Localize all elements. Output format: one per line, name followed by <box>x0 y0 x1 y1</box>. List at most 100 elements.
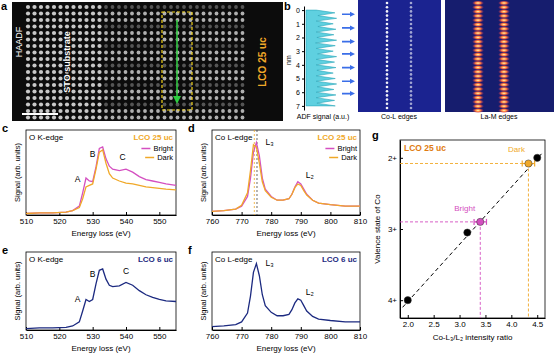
map-dot <box>386 90 389 93</box>
plot-frame <box>26 130 176 215</box>
tick-mark <box>360 212 361 215</box>
atom-column <box>117 5 121 9</box>
atom-column <box>163 90 167 94</box>
atom-column <box>130 77 134 81</box>
atom-column <box>124 64 128 68</box>
atom-column <box>52 24 56 28</box>
panel-label: c <box>2 122 8 134</box>
atom-column <box>163 77 167 81</box>
atom-column <box>91 31 95 35</box>
atom-column <box>169 83 173 87</box>
atom-column <box>32 57 36 61</box>
plot-marks <box>212 264 360 327</box>
atom-column <box>65 96 69 100</box>
atom-column <box>130 83 134 87</box>
atom-column <box>195 18 199 22</box>
atom-column <box>137 109 141 113</box>
atom-column <box>124 57 128 61</box>
tick-mark <box>126 212 127 215</box>
atom-column <box>208 38 212 42</box>
atom-column <box>97 89 101 93</box>
panel-label: d <box>188 122 195 134</box>
tick-mark <box>408 315 409 318</box>
guide-line <box>400 163 528 164</box>
map-dot <box>386 98 389 101</box>
atom-column <box>71 102 75 106</box>
tick-mark <box>400 300 403 301</box>
atom-column <box>91 57 95 61</box>
map-background <box>358 0 441 112</box>
atom-column <box>208 12 212 16</box>
atom-column <box>228 109 232 113</box>
atom-column <box>78 83 82 87</box>
atom-column <box>228 25 232 29</box>
atom-column <box>26 115 30 119</box>
atom-column <box>221 51 225 55</box>
plot-frame <box>212 252 360 330</box>
co-l-map <box>358 0 441 112</box>
map-dot <box>386 23 389 26</box>
atom-column <box>26 102 30 106</box>
tick-label: 770 <box>235 217 249 226</box>
tick-label: 760 <box>206 332 220 341</box>
atom-column <box>137 31 141 35</box>
atom-column <box>91 96 95 100</box>
atom-column <box>117 96 121 100</box>
spectrum-line <box>26 150 176 214</box>
atom-column <box>234 18 238 22</box>
atom-column <box>137 83 141 87</box>
atom-column <box>111 5 115 9</box>
atom-column <box>52 96 56 100</box>
tick: 800 <box>324 212 338 226</box>
atom-column <box>111 109 115 113</box>
atom-column <box>137 103 141 107</box>
atom-column <box>78 96 82 100</box>
atom-column <box>104 77 108 81</box>
tick: 4.5 <box>532 315 544 329</box>
atom-column <box>97 70 101 74</box>
legend-swatch <box>145 157 154 159</box>
atom-column <box>32 63 36 67</box>
atom-column <box>143 116 147 120</box>
tick-label: 530 <box>86 332 100 341</box>
tick-label: 2.0 <box>403 320 415 329</box>
atom-column <box>163 31 167 35</box>
tick-label: 2 <box>296 34 300 41</box>
atom-column <box>78 76 82 80</box>
atom-column <box>71 50 75 54</box>
atom-column <box>169 5 173 9</box>
atom-column <box>71 44 75 48</box>
atom-column <box>117 18 121 22</box>
atom-column <box>45 89 49 93</box>
atom-column <box>195 70 199 74</box>
scale-bar <box>22 113 58 115</box>
tick-label: 520 <box>53 332 67 341</box>
atom-column <box>71 76 75 80</box>
tick: 2+ <box>388 154 403 163</box>
atom-column <box>156 70 160 74</box>
atom-column <box>241 12 245 16</box>
axis-title: Signal (arb. units) <box>13 143 22 202</box>
atom-column <box>143 83 147 87</box>
atom-column <box>228 51 232 55</box>
tick: 520 <box>53 327 67 341</box>
atom-column <box>163 83 167 87</box>
atom-column <box>241 38 245 42</box>
atom-column <box>84 115 88 119</box>
atom-column <box>241 109 245 113</box>
tick-mark <box>242 212 243 215</box>
atom-column <box>163 25 167 29</box>
atom-column <box>91 11 95 15</box>
atom-column <box>137 57 141 61</box>
tick-mark <box>360 327 361 330</box>
atom-column <box>169 18 173 22</box>
atom-column <box>104 38 108 42</box>
atom-column <box>221 70 225 74</box>
map-dot <box>410 23 413 26</box>
tick: 2.5 <box>429 315 441 329</box>
atom-column <box>45 5 49 9</box>
subtitle: Co L-edge <box>215 255 253 264</box>
atom-column <box>58 18 62 22</box>
atom-column <box>26 44 30 48</box>
map-dot <box>410 44 413 47</box>
